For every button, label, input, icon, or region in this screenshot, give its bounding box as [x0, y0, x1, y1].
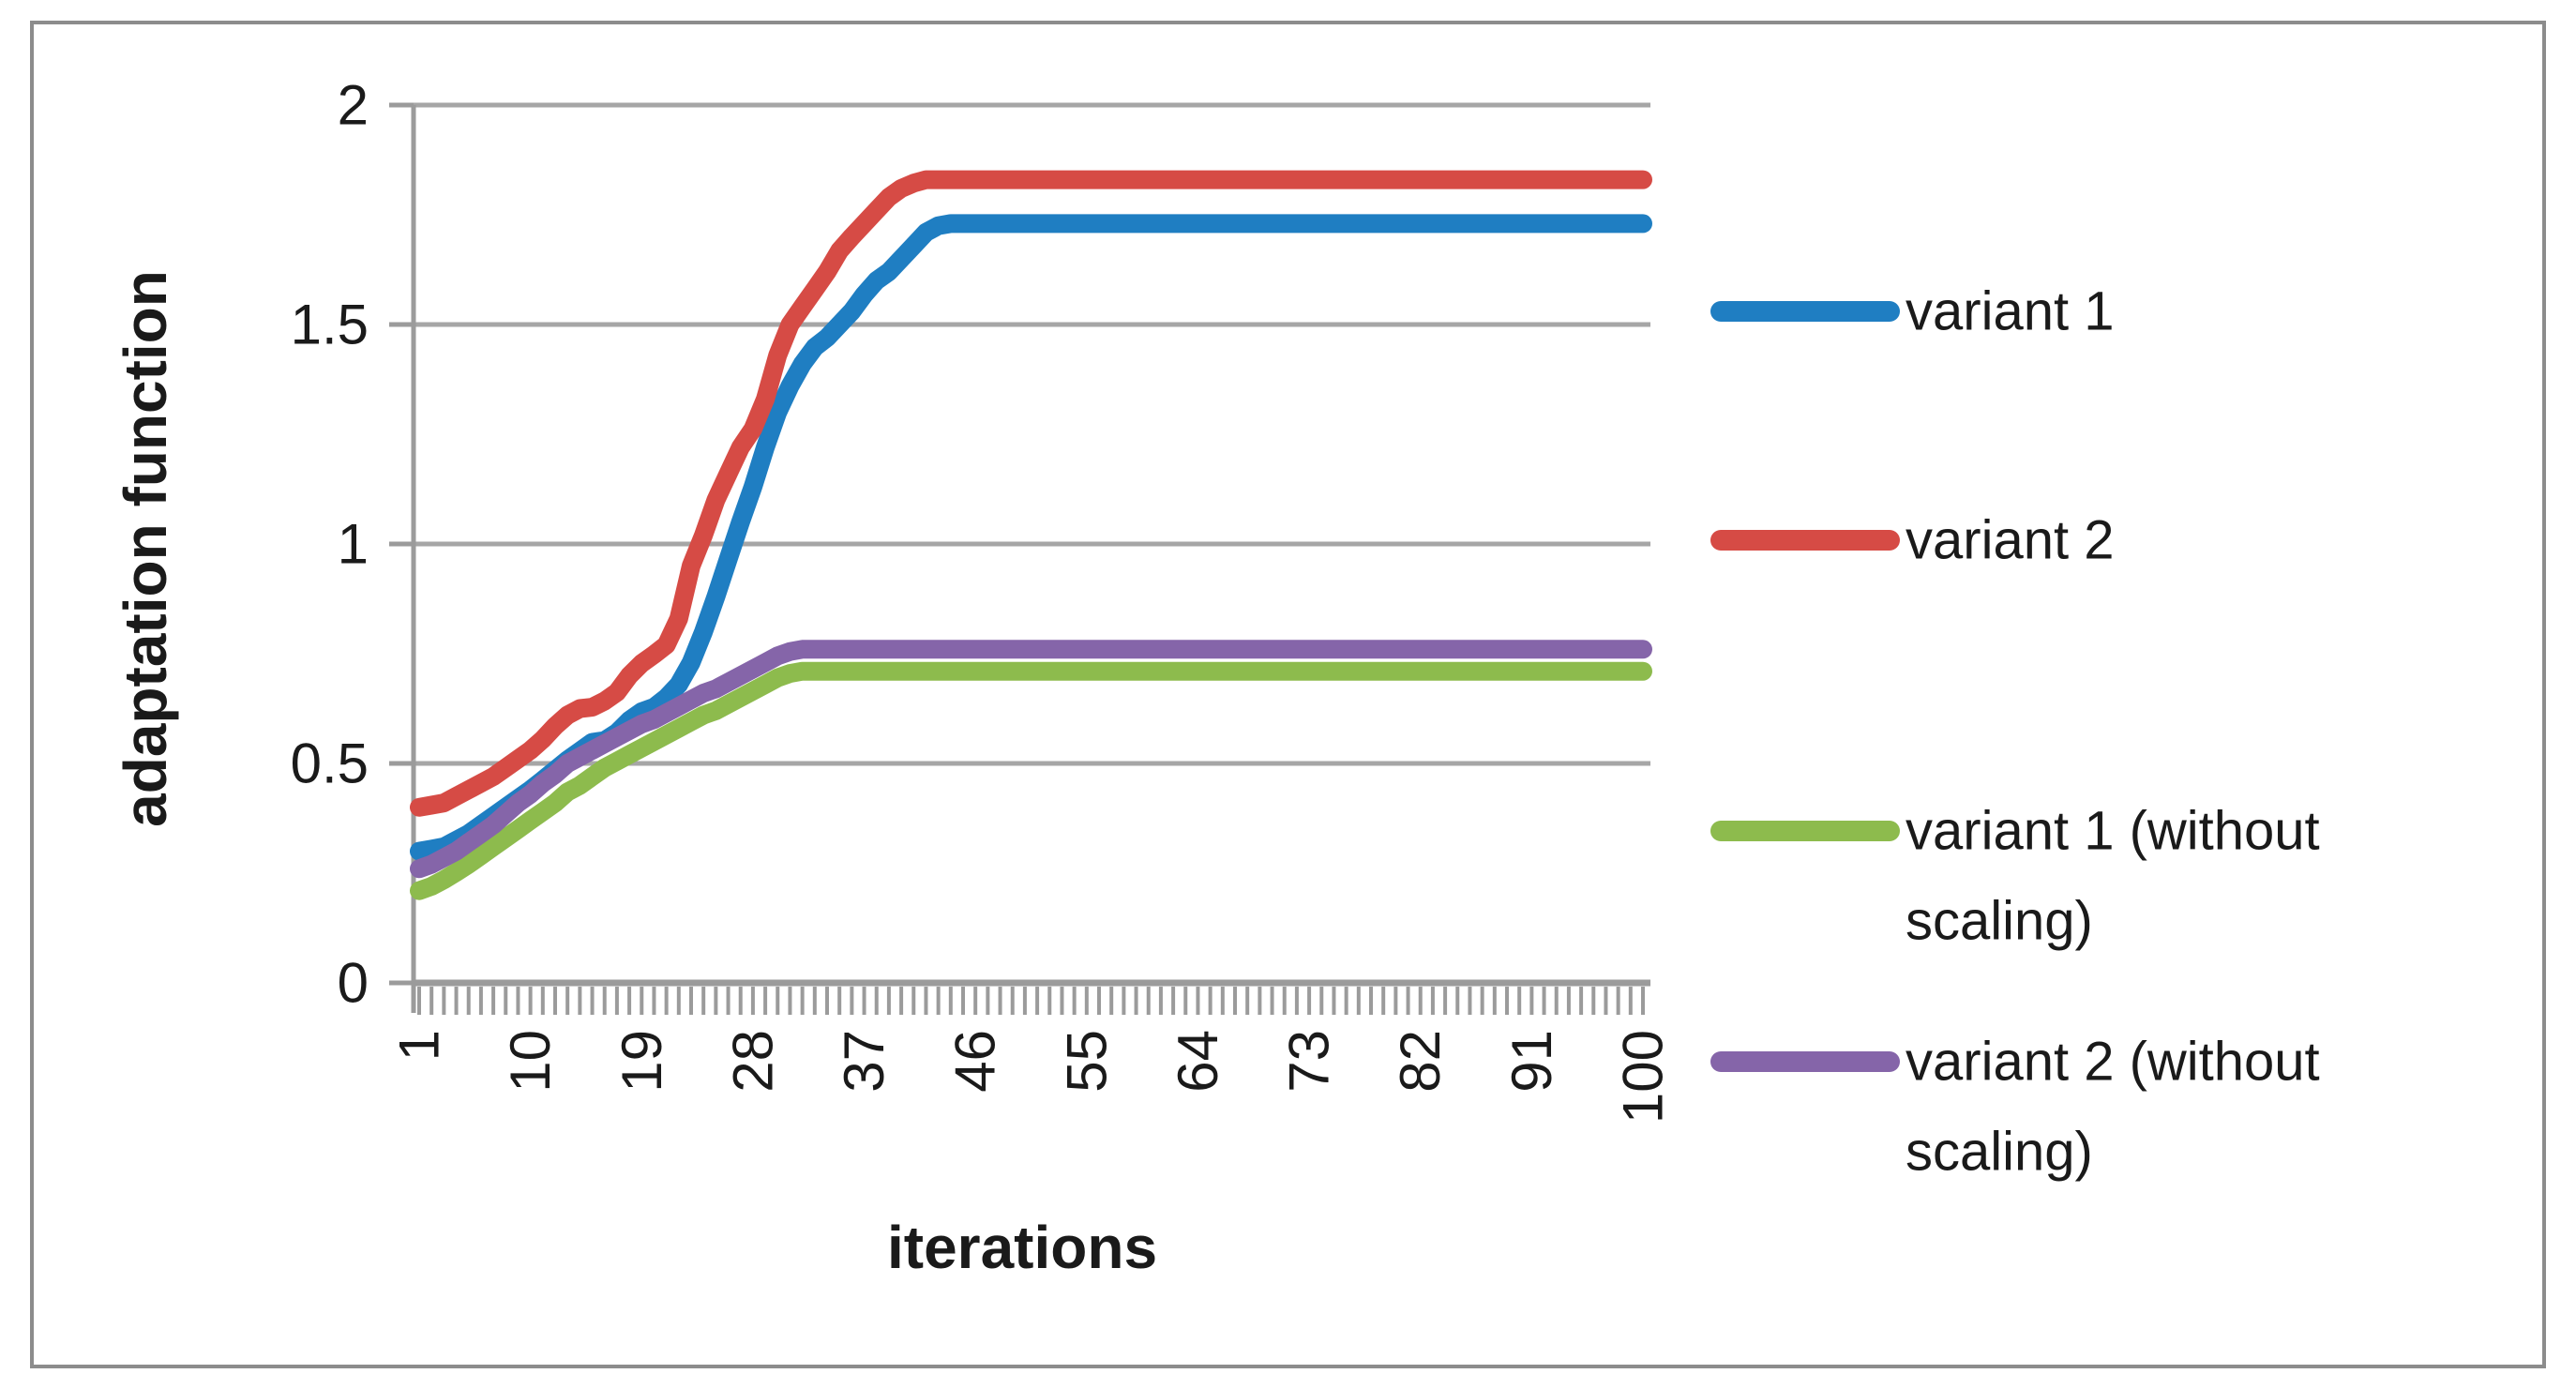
legend-label: variant 1	[1906, 281, 2114, 342]
x-tick-label: 100	[1612, 1030, 1675, 1124]
legend-item: variant 2 (without scaling)	[1710, 1032, 2320, 1183]
x-tick-label: 46	[944, 1030, 1007, 1093]
y-tick-label: 0	[338, 952, 369, 1015]
x-tick-label: 82	[1389, 1030, 1452, 1093]
series-line-variant-1-without-scaling-	[410, 661, 1652, 900]
x-tick-label: 64	[1167, 1030, 1229, 1093]
x-tick-label: 10	[499, 1030, 562, 1093]
gridlines-group	[414, 102, 1650, 986]
figure-border-group	[30, 21, 2546, 1368]
legend-label: variant 2 (without	[1906, 1032, 2320, 1093]
legend: variant 1 variant 2 variant 1 (without scal…	[1710, 281, 2320, 1183]
legend-label: variant 2	[1906, 510, 2114, 571]
legend-item: variant 1	[1710, 281, 2114, 342]
legend-item: variant 2	[1710, 510, 2114, 571]
tick-labels-group: 21.510.501 10 19 28 37 46 55 64 73 82 91 100	[291, 74, 1675, 1125]
x-tick-label: 37	[833, 1030, 896, 1093]
x-axis-title: iterations	[887, 1214, 1157, 1281]
legend-label: scaling)	[1906, 1122, 2093, 1183]
x-tick-label: 55	[1055, 1030, 1118, 1093]
series-line-variant-2-without-scaling-	[410, 640, 1652, 879]
x-tick-label: 91	[1500, 1030, 1563, 1093]
y-tick-label: 2	[338, 74, 369, 137]
series-line-variant-1	[410, 214, 1652, 861]
x-tick-label: 19	[610, 1030, 673, 1093]
x-tick-label: 28	[721, 1030, 784, 1093]
legend-label: scaling)	[1906, 891, 2093, 952]
series-lines-group	[410, 170, 1652, 900]
series-line-variant-2	[410, 170, 1652, 817]
y-axis-title: adaptation function	[112, 270, 179, 827]
y-tick-label: 1.5	[291, 294, 369, 356]
y-tick-label: 1	[338, 513, 369, 576]
y-tick-label: 0.5	[291, 732, 369, 795]
x-tick-label: 1	[388, 1030, 451, 1061]
x-tick-label: 73	[1278, 1030, 1341, 1093]
legend-item: variant 1 (without scaling)	[1710, 801, 2320, 952]
axes-group	[389, 102, 1650, 1015]
legend-label: variant 1 (without	[1906, 801, 2320, 862]
figure-border	[30, 21, 2546, 1368]
